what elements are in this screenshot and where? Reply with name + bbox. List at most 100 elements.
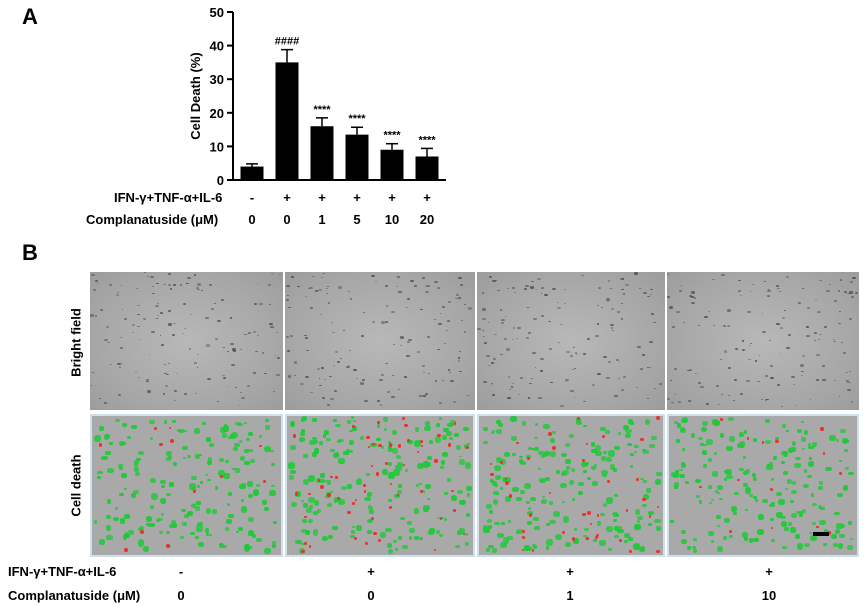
live-cell [264, 547, 272, 555]
live-cell [490, 431, 495, 435]
cell-speck [757, 380, 760, 383]
cell-speck [361, 379, 365, 382]
dead-cell [499, 461, 503, 465]
live-cell [696, 494, 701, 499]
cell-speck [814, 340, 817, 342]
cell-speck [800, 370, 805, 373]
live-cell [819, 506, 826, 511]
live-cell [302, 478, 309, 485]
cell-speck [300, 382, 305, 386]
live-cell [331, 525, 338, 530]
dead-cell [372, 442, 375, 446]
cell-speck [222, 374, 226, 377]
cell-speck [458, 276, 462, 279]
dead-cell [827, 530, 832, 535]
live-cell [246, 438, 250, 442]
dead-cell [320, 485, 325, 490]
live-cell [713, 451, 718, 456]
cell-speck [786, 346, 790, 349]
live-cell [311, 418, 317, 422]
live-cell [608, 547, 613, 551]
cell-speck [137, 304, 140, 306]
cell-speck [143, 272, 147, 274]
live-cell [191, 476, 197, 480]
live-cell [573, 528, 577, 531]
live-cell [556, 470, 561, 474]
live-cell [790, 447, 796, 452]
cell-speck [491, 361, 495, 364]
cell-speck [173, 390, 177, 392]
dead-cell [308, 492, 312, 496]
cell-speck [499, 353, 503, 356]
live-cell [416, 462, 424, 470]
live-cell [781, 451, 788, 455]
cell-speck [844, 291, 848, 294]
live-cell [248, 545, 253, 549]
cell-speck [533, 318, 537, 321]
cell-speck [795, 405, 798, 407]
cell-speck [597, 373, 602, 376]
live-cell [119, 440, 125, 447]
cell-speck [147, 275, 150, 278]
live-cell [810, 534, 818, 542]
dead-cell [582, 512, 586, 517]
cell-speck [309, 391, 313, 394]
cell-speck [183, 302, 187, 305]
live-cell [387, 447, 394, 453]
cell-speck [317, 367, 321, 370]
live-cell [205, 507, 212, 514]
chart-treatment-mark: - [250, 190, 254, 205]
live-cell [392, 469, 400, 476]
live-cell [247, 432, 254, 436]
live-cell [455, 444, 461, 451]
live-cell [516, 497, 522, 501]
cell-speck [193, 274, 197, 276]
live-cell [265, 424, 271, 430]
live-cell [758, 513, 765, 521]
cell-speck [323, 272, 326, 275]
live-cell [322, 434, 327, 438]
dead-cell [453, 422, 456, 425]
live-cell [218, 458, 225, 462]
dead-cell [259, 444, 262, 447]
live-cell [680, 418, 687, 424]
cell-speck [467, 307, 472, 310]
cell-speck [421, 276, 426, 279]
live-cell [171, 520, 176, 524]
live-cell [527, 511, 533, 515]
live-cell [794, 533, 800, 539]
live-cell [388, 462, 392, 466]
cell-speck [508, 376, 511, 378]
cell-speck [512, 327, 516, 329]
cell-speck [849, 317, 853, 320]
cell-speck [617, 377, 620, 380]
live-cell [256, 484, 261, 488]
live-cell [337, 499, 345, 505]
live-cell [605, 430, 610, 435]
cell-speck [156, 282, 159, 285]
cell-speck [780, 327, 783, 329]
cell-speck [818, 338, 821, 341]
cell-speck [332, 331, 336, 334]
cell-speck [591, 384, 595, 387]
live-cell [150, 504, 154, 509]
cell-speck [285, 284, 290, 288]
cell-speck [852, 276, 856, 279]
live-cell [634, 509, 641, 515]
live-cell [636, 515, 643, 521]
live-cell [498, 422, 504, 428]
bar [240, 166, 264, 180]
live-cell [842, 485, 849, 492]
cell-speck [136, 288, 138, 290]
cell-speck [419, 394, 423, 397]
cell-speck [758, 354, 761, 356]
live-cell [124, 514, 130, 519]
cell-speck [433, 281, 438, 284]
live-cell [643, 480, 647, 483]
cell-speck [442, 380, 444, 382]
live-cell [308, 518, 313, 524]
cell-speck [167, 363, 170, 365]
cell-speck [326, 403, 330, 406]
live-cell [209, 533, 213, 537]
live-cell [218, 542, 224, 548]
